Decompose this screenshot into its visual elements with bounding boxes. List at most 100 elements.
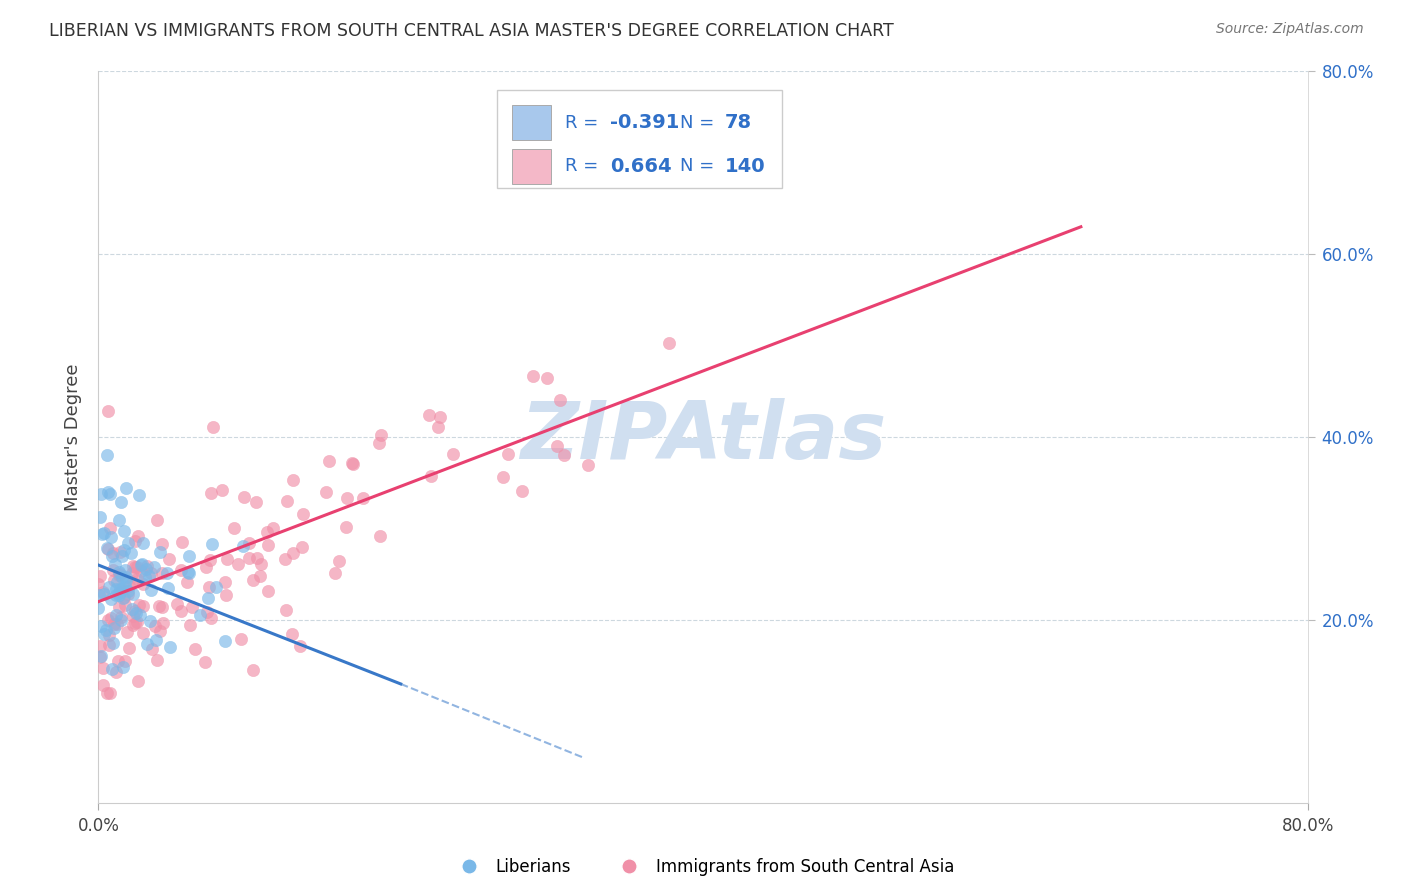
Point <box>114 598 136 612</box>
Point <box>98 686 121 700</box>
Point <box>136 636 159 650</box>
Point <box>149 545 172 559</box>
Point <box>111 582 134 596</box>
Point <box>90 619 112 633</box>
Point <box>184 642 207 657</box>
Point <box>217 552 239 566</box>
Point <box>340 456 363 470</box>
Point <box>141 642 163 657</box>
Point <box>124 560 146 574</box>
Point <box>128 598 150 612</box>
Point <box>127 529 149 543</box>
Point <box>262 521 284 535</box>
Point <box>124 616 146 631</box>
Point <box>427 420 450 434</box>
Point <box>89 510 111 524</box>
Point <box>291 507 314 521</box>
Point <box>149 624 172 638</box>
Point <box>112 543 135 558</box>
Point <box>281 546 304 560</box>
Point <box>335 520 357 534</box>
Point <box>256 583 278 598</box>
Point <box>274 552 297 566</box>
Text: 140: 140 <box>724 157 765 176</box>
Point <box>105 574 128 589</box>
Point <box>139 566 162 581</box>
Point <box>105 616 128 631</box>
Point <box>257 538 280 552</box>
Point <box>93 526 115 541</box>
Point <box>101 636 124 650</box>
Point <box>222 521 245 535</box>
Point <box>188 607 211 622</box>
Point <box>280 627 302 641</box>
Point <box>170 535 193 549</box>
Point <box>198 580 221 594</box>
Point <box>231 632 253 646</box>
Point <box>139 582 162 597</box>
Point <box>274 603 297 617</box>
Point <box>441 447 464 461</box>
Point <box>242 573 264 587</box>
Point <box>238 536 260 550</box>
Point <box>112 524 135 539</box>
Point <box>122 559 145 574</box>
Point <box>146 652 169 666</box>
Point <box>115 573 138 587</box>
Point <box>104 608 127 623</box>
Point <box>200 486 222 500</box>
Point <box>110 614 132 628</box>
Point <box>114 563 136 577</box>
Point <box>138 614 160 628</box>
Point <box>117 587 139 601</box>
Point <box>148 599 170 613</box>
Point <box>370 428 392 442</box>
Point <box>129 608 152 623</box>
Point <box>576 458 599 472</box>
Point <box>124 604 146 618</box>
Point <box>291 540 314 554</box>
Text: R =: R = <box>565 113 605 131</box>
Point <box>245 495 267 509</box>
Y-axis label: Master's Degree: Master's Degree <box>65 363 83 511</box>
Point <box>96 686 118 700</box>
Point <box>91 527 114 541</box>
Point <box>166 597 188 611</box>
Point <box>226 558 249 572</box>
Point <box>96 541 118 555</box>
Point <box>181 600 204 615</box>
Point <box>156 566 179 581</box>
Legend: Liberians, Immigrants from South Central Asia: Liberians, Immigrants from South Central… <box>446 851 960 883</box>
Text: N =: N = <box>681 158 720 176</box>
Point <box>249 557 271 571</box>
Point <box>89 639 111 653</box>
Point <box>103 573 125 587</box>
Point <box>124 533 146 548</box>
Point <box>418 408 440 422</box>
Point <box>328 554 350 568</box>
Point <box>553 448 575 462</box>
Point <box>169 563 191 577</box>
Point <box>138 569 160 583</box>
Point <box>150 566 173 580</box>
Point <box>134 570 156 584</box>
Point <box>108 599 131 614</box>
Text: -0.391: -0.391 <box>610 113 679 132</box>
Point <box>105 665 128 680</box>
Point <box>104 588 127 602</box>
Point <box>176 575 198 590</box>
Point <box>91 678 114 692</box>
Point <box>108 567 131 582</box>
Point <box>131 626 153 640</box>
Point <box>114 579 136 593</box>
Point <box>110 610 132 624</box>
Point <box>121 566 143 580</box>
Point <box>150 599 173 614</box>
Point <box>658 336 681 351</box>
Point <box>211 483 233 497</box>
Point <box>195 606 218 620</box>
Point <box>510 484 533 499</box>
Point <box>108 545 131 559</box>
Point <box>522 369 544 384</box>
Point <box>103 621 125 635</box>
